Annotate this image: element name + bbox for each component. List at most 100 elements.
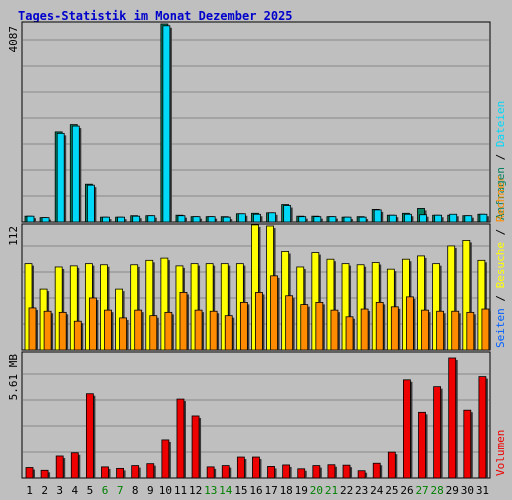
besuche-bar-4 [69,265,78,351]
legend-separator: / [494,288,507,308]
day-label-11: 11 [174,484,187,497]
day-label-9: 9 [147,484,154,497]
volumen-bar-15 [236,456,245,479]
volumen-bar-7 [116,467,124,479]
volumen-bar-22 [342,464,351,479]
middle-panel-max-label: 112 [7,226,20,246]
day-label-23: 23 [355,484,368,497]
dateien-bar-21 [328,216,337,223]
rechner-bar-10 [164,311,173,351]
dateien-bar-31 [479,213,488,223]
day-label-17: 17 [264,484,277,497]
dateien-bar-27 [419,214,427,223]
besuche-bar-29 [447,245,456,351]
dateien-bar-22 [343,216,352,223]
rechner-bar-6 [104,309,112,351]
dateien-bar-8 [132,215,141,223]
volumen-bar-26 [403,379,411,479]
top-panel-max-label: 4087 [7,26,20,53]
rechner-bar-12 [194,309,203,351]
volumen-bar-20 [312,465,321,479]
legend-item-rechner: Rechner [494,175,507,222]
dateien-bar-1 [26,215,35,223]
volumen-bar-3 [55,455,64,479]
day-label-27: 27 [415,484,428,497]
rechner-bar-31 [481,308,490,351]
volumen-bar-10 [161,439,170,479]
legend-item-seiten: Seiten [494,308,507,348]
day-label-2: 2 [41,484,48,497]
rechner-bar-5 [88,297,97,351]
dateien-bar-11 [177,215,186,223]
dateien-bar-9 [147,215,156,223]
dateien-bar-3 [56,132,65,223]
dateien-bar-18 [283,205,292,223]
dateien-bar-7 [117,216,125,223]
day-label-8: 8 [132,484,139,497]
besuche-bar-30 [462,239,471,351]
volumen-bar-9 [146,463,155,479]
day-label-20: 20 [310,484,323,497]
volumen-bar-13 [206,466,215,479]
day-label-4: 4 [72,484,79,497]
rechner-bar-18 [285,295,294,351]
rechner-bar-17 [270,275,278,351]
besuche-bar-14 [220,263,229,351]
seiten-besuche-rechner-legend: Seiten / Besuche / Rechner [494,175,507,348]
besuche-bar-6 [100,264,108,351]
volumen-bar-31 [478,376,487,479]
rechner-bar-14 [224,315,233,351]
day-label-25: 25 [385,484,398,497]
day-label-18: 18 [280,484,293,497]
dateien-bar-16 [253,213,261,223]
day-label-16: 16 [249,484,262,497]
day-label-7: 7 [117,484,124,497]
rechner-bar-29 [451,310,460,351]
volumen-bar-2 [40,469,49,479]
besuche-bar-13 [205,263,214,351]
volumen-bar-27 [418,411,426,479]
volumen-bar-28 [433,386,442,479]
rechner-bar-25 [390,306,399,351]
besuche-bar-1 [24,263,33,351]
volumen-bar-30 [463,409,472,479]
dateien-bar-10 [162,25,171,223]
rechner-bar-9 [149,315,158,351]
dateien-bar-12 [192,216,201,223]
dateien-bar-6 [102,216,110,223]
dateien-bar-17 [268,212,276,223]
besuche-bar-23 [356,264,365,351]
volumen-bar-29 [448,357,457,479]
besuche-bar-21 [326,258,335,351]
besuche-bar-9 [145,259,154,351]
legend-item-dateien: Dateien [494,101,507,147]
day-label-3: 3 [56,484,63,497]
day-label-22: 22 [340,484,353,497]
rechner-bar-27 [421,309,429,351]
volumen-legend: Volumen [494,430,507,476]
legend-separator: / [494,222,507,242]
volumen-bar-6 [101,466,109,479]
day-label-21: 21 [325,484,338,497]
volumen-bar-1 [25,467,34,479]
day-label-6: 6 [102,484,109,497]
rechner-bar-26 [406,296,414,351]
volumen-bar-17 [267,466,275,479]
chart-title: Tages-Statistik im Monat Dezember 2025 [18,9,293,23]
legend-item-volumen: Volumen [494,430,507,476]
rechner-bar-1 [28,307,37,351]
day-label-12: 12 [189,484,202,497]
dateien-bar-25 [388,214,397,223]
volumen-bar-12 [191,415,200,479]
dateien-bar-30 [464,215,473,223]
day-label-1: 1 [26,484,33,497]
dateien-bar-2 [41,217,50,223]
legend-item-anfragen: Anfragen [494,167,507,220]
rechner-bar-13 [209,310,218,351]
anfragen-dateien-legend: Anfragen / Dateien [494,101,507,220]
rechner-bar-7 [119,317,127,351]
day-label-29: 29 [446,484,459,497]
dateien-bar-15 [237,213,246,223]
besuche-bar-22 [341,263,350,351]
besuche-bar-20 [311,252,320,351]
